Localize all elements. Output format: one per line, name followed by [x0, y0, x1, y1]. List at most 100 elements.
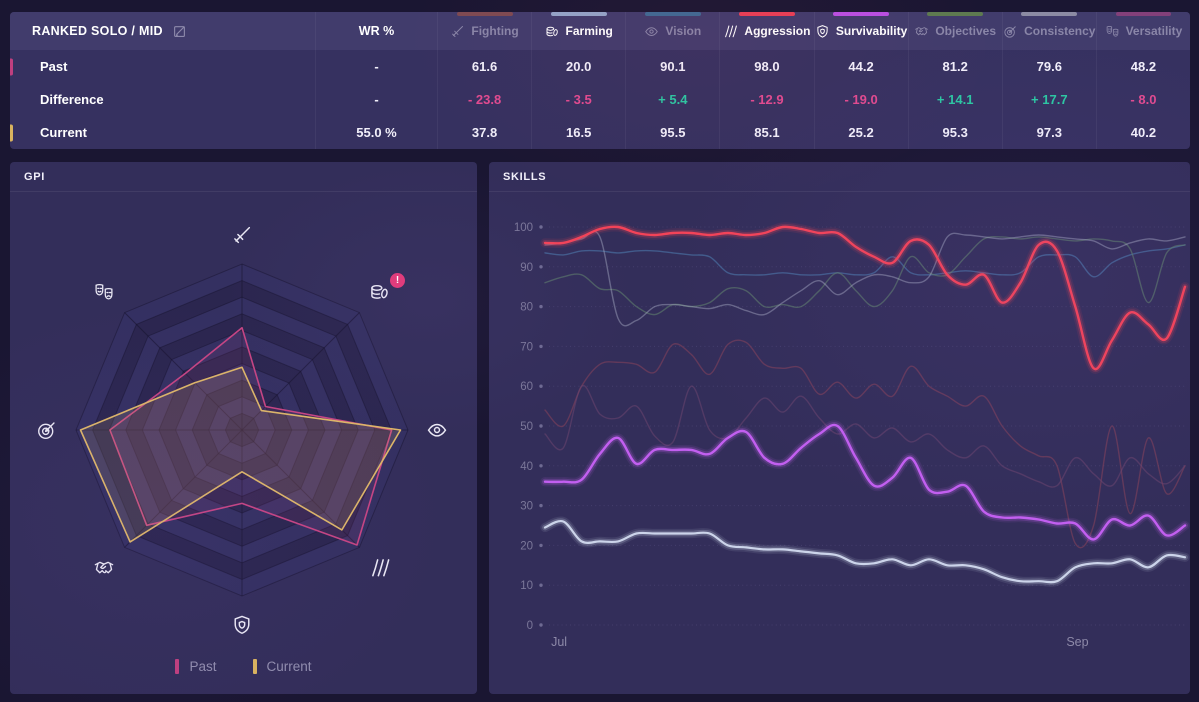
stat-value: - 3.5: [565, 92, 592, 107]
stats-table-body: Past - 61.6 20.0 90.1 98.0 44.2 81.2 79.6 48.2 Dif…: [10, 50, 1190, 149]
skills-panel-title: SKILLS: [503, 170, 547, 183]
legend-item-past: Past: [175, 659, 217, 674]
y-tick-label: 20: [520, 540, 533, 552]
stat-value: 20.0: [566, 59, 592, 74]
stat-value: 37.8: [471, 125, 498, 140]
stat-value: + 5.4: [658, 92, 688, 107]
consistency-column-label: Consistency: [1024, 24, 1096, 38]
objectives-value-cell: + 14.1: [907, 83, 1002, 116]
column-header-farming[interactable]: Farming: [531, 12, 625, 50]
aggression-icon: [369, 557, 391, 579]
row-label-cell: Past: [10, 50, 315, 83]
stat-value: 90.1: [660, 59, 686, 74]
versatility-color-bar: [1115, 12, 1172, 16]
wr-value-cell: -: [315, 50, 437, 83]
series-line-survivability: [543, 423, 1187, 541]
vision-icon: [644, 24, 659, 39]
stat-value: - 12.9: [750, 92, 784, 107]
wr-column-header: WR %: [315, 12, 437, 50]
y-tick-label: 90: [520, 262, 533, 274]
gpi-panel: GPI ! Past Current: [10, 162, 477, 694]
fighting-value-cell: 37.8: [437, 116, 531, 149]
aggression-column-label: Aggression: [744, 24, 811, 38]
series-line-vision: [544, 244, 1186, 278]
stats-table: RANKED SOLO / MID WR % Fighting Farming Vi…: [10, 12, 1190, 149]
queue-role-title: RANKED SOLO / MID: [32, 24, 163, 38]
objectives-value-cell: 95.3: [907, 116, 1002, 149]
versatility-icon: [1105, 24, 1120, 39]
tick-dot: [539, 623, 543, 627]
objectives-icon: [914, 24, 929, 39]
fighting-color-bar: [456, 12, 513, 16]
table-row-past: Past - 61.6 20.0 90.1 98.0 44.2 81.2 79.6 48.2: [10, 50, 1190, 83]
series-line-versatility: [544, 384, 1186, 488]
versatility-value-cell: 48.2: [1095, 50, 1190, 83]
farming-value-cell: 16.5: [531, 116, 625, 149]
versatility-icon: [93, 281, 115, 303]
aggression-value-cell: 85.1: [719, 116, 813, 149]
series-line-consistency: [544, 230, 1186, 327]
column-header-vision[interactable]: Vision: [625, 12, 719, 50]
row-label: Difference: [40, 92, 104, 107]
radar-polygon-current: [79, 366, 402, 543]
tick-dot: [539, 424, 543, 428]
stat-value: 85.1: [754, 125, 780, 140]
gpi-radar-chart: [75, 263, 409, 597]
versatility-value-cell: 40.2: [1095, 116, 1190, 149]
stat-value: 48.2: [1130, 59, 1157, 74]
stat-value: 95.5: [660, 125, 686, 140]
versatility-column-label: Versatility: [1125, 24, 1183, 38]
vision-value-cell: 90.1: [625, 50, 719, 83]
column-header-objectives[interactable]: Objectives: [907, 12, 1002, 50]
consistency-value-cell: 79.6: [1001, 50, 1096, 83]
tick-dot: [539, 344, 543, 349]
radar-axis-icon-consistency: [36, 419, 58, 441]
legend-label: Past: [189, 659, 217, 674]
past-legend-swatch: [175, 659, 180, 674]
series-line-farming: [543, 519, 1187, 584]
stat-value: 44.2: [848, 59, 874, 74]
stat-value: - 19.0: [844, 92, 878, 107]
consistency-color-bar: [1021, 12, 1078, 16]
radar-spoke: [124, 312, 243, 431]
column-header-fighting[interactable]: Fighting: [437, 12, 531, 50]
edit-icon[interactable]: [172, 24, 187, 39]
versatility-value-cell: - 8.0: [1095, 83, 1190, 116]
series-glow-farming: [542, 518, 1188, 586]
aggression-icon: [723, 24, 738, 39]
column-header-aggression[interactable]: Aggression: [719, 12, 813, 50]
consistency-icon: [36, 419, 58, 441]
survivability-column-label: Survivability: [835, 24, 908, 38]
gpi-legend: Past Current: [10, 659, 477, 674]
tick-dot: [539, 464, 543, 468]
table-header-row: RANKED SOLO / MID WR % Fighting Farming Vi…: [10, 12, 1190, 50]
alert-badge: !: [390, 273, 405, 288]
y-tick-label: 100: [514, 222, 533, 234]
column-header-versatility[interactable]: Versatility: [1095, 12, 1190, 50]
y-tick-label: 0: [527, 620, 533, 632]
tick-dot: [539, 543, 543, 548]
tick-dot: [539, 225, 543, 229]
vision-value-cell: + 5.4: [625, 83, 719, 116]
stat-value: 95.3: [942, 125, 968, 140]
column-header-consistency[interactable]: Consistency: [1001, 12, 1096, 50]
y-tick-label: 80: [520, 302, 533, 314]
consistency-value-cell: 97.3: [1001, 116, 1096, 149]
stat-value: 97.3: [1036, 125, 1062, 140]
radar-axis-icon-survivability: [231, 614, 253, 636]
survivability-value-cell: 25.2: [813, 116, 908, 149]
farming-icon: [545, 24, 560, 39]
stat-value: + 17.7: [1031, 92, 1068, 107]
table-row-difference: Difference - - 23.8 - 3.5 + 5.4 - 12.9 - 19.0 +…: [10, 83, 1190, 116]
series-line-fighting: [544, 339, 1186, 549]
y-tick-label: 50: [520, 421, 533, 433]
column-header-survivability[interactable]: Survivability: [813, 12, 908, 50]
objectives-icon: [93, 557, 115, 579]
fighting-value-cell: - 23.8: [437, 83, 531, 116]
past-marker: [10, 58, 13, 75]
farming-value-cell: 20.0: [531, 50, 625, 83]
stat-value: - 8.0: [1130, 92, 1157, 107]
tick-dot: [539, 583, 543, 587]
skills-panel-header: SKILLS: [489, 162, 1190, 192]
objectives-column-label: Objectives: [935, 24, 997, 38]
